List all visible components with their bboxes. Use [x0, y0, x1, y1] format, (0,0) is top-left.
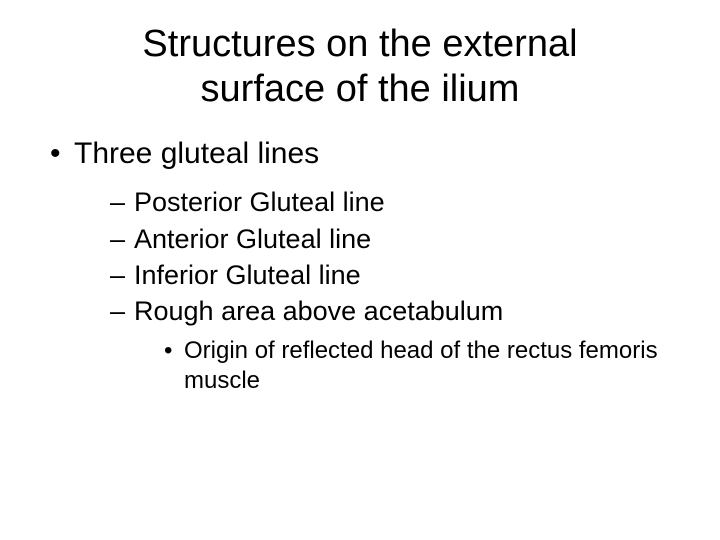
bullet-list-level-2: Posterior Gluteal line Anterior Gluteal … — [110, 184, 684, 396]
slide: Structures on the external surface of th… — [0, 0, 720, 540]
list-item: Rough area above acetabulum Origin of re… — [110, 293, 684, 395]
list-item: Anterior Gluteal line — [110, 221, 684, 257]
bullet-list-level-3: Origin of reflected head of the rectus f… — [164, 336, 684, 396]
list-item: Inferior Gluteal line — [110, 257, 684, 293]
bullet-list-level-1: Three gluteal lines Posterior Gluteal li… — [50, 134, 684, 396]
bullet-text: Anterior Gluteal line — [134, 224, 371, 254]
bullet-text: Origin of reflected head of the rectus f… — [184, 337, 658, 394]
bullet-text: Posterior Gluteal line — [134, 187, 385, 217]
bullet-text: Rough area above acetabulum — [134, 296, 503, 326]
bullet-text: Inferior Gluteal line — [134, 260, 361, 290]
title-line-2: surface of the ilium — [201, 68, 520, 110]
bullet-text: Three gluteal lines — [74, 137, 319, 170]
list-item: Posterior Gluteal line — [110, 184, 684, 220]
slide-title: Structures on the external surface of th… — [36, 22, 684, 112]
list-item: Origin of reflected head of the rectus f… — [164, 336, 684, 396]
list-item: Three gluteal lines Posterior Gluteal li… — [50, 134, 684, 396]
title-line-1: Structures on the external — [142, 23, 577, 65]
